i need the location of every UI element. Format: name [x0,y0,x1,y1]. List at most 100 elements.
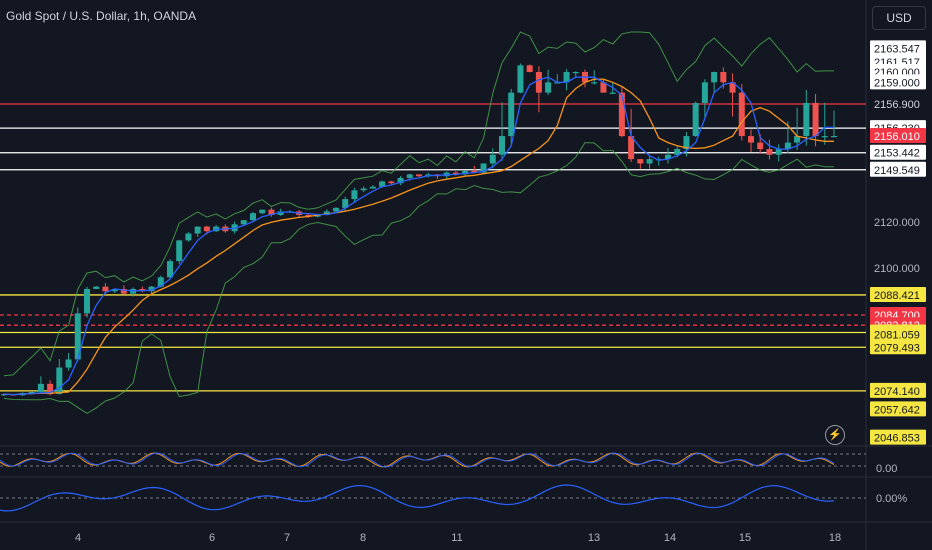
stoch-slow-line [0,452,835,468]
bollinger-lower-band [3,142,834,414]
price-axis-label: 2149.549 [870,161,926,177]
candle-body [508,92,515,137]
price-label-text: 2149.549 [874,165,920,177]
candle-body [194,226,201,234]
candle-body [277,211,284,215]
candle-body [572,72,579,74]
x-tick-label: 14 [664,532,676,544]
bollinger-upper-band [3,31,834,377]
price-axis-label: 2159.000 [870,74,926,90]
candle-body [203,226,210,232]
candle-body [821,136,828,138]
candle-body [314,214,321,217]
price-axis-label: 2156.900 [870,96,926,111]
candle-body [369,186,376,189]
price-axis-label: 2163.547 [870,40,926,56]
price-label-box [870,401,926,417]
candle-body [646,159,653,164]
price-axis-label: 2081.059 [870,326,926,342]
candle-body [268,209,275,215]
candle-body [93,286,100,289]
candle-body [784,142,791,150]
candle-body [812,102,819,137]
candle-body [360,188,367,191]
osc-line [0,484,835,512]
price-axis-label: 2156.010 [870,128,926,143]
price-label-text: 2057.642 [874,404,920,416]
candle-body [452,172,459,175]
price-label-text: 2156.900 [874,99,920,111]
candle-body [240,220,247,225]
candle-body [766,149,773,155]
price-label-box [870,326,926,342]
moving-average-slow-line [3,78,834,396]
price-label-text: 2156.010 [874,131,920,143]
candle-body [748,136,754,143]
candle-body [74,313,81,360]
y-tick-label: 2120.000 [874,217,920,229]
y-tick-label: 2100.000 [874,263,920,275]
lightning-icon[interactable]: ⚡ [825,425,845,445]
candle-body [591,82,598,84]
candle-body [480,163,487,173]
candle-body [305,214,312,217]
stoch-tick-label: 0.00 [876,463,897,475]
candle-body [84,288,90,314]
candle-body [701,82,708,103]
symbol-title: Gold Spot / U.S. Dollar, 1h, OANDA [6,9,197,23]
candle-body [563,72,570,83]
candle-body [28,392,35,394]
x-tick-label: 8 [360,532,366,544]
candle-body [167,261,173,278]
candle-body [775,149,782,155]
candle-body [416,174,422,177]
price-label-box [870,74,926,90]
price-label-box [870,382,926,398]
candle-body [323,211,330,215]
candles [1,63,837,397]
candle-body [259,209,266,214]
stoch-fast-line [0,452,835,468]
candle-body [738,92,745,137]
candle-body [47,383,54,395]
candle-body [683,136,690,150]
candle-body [102,286,109,292]
candle-body [526,65,533,72]
x-tick-label: 6 [209,532,215,544]
candle-body [720,72,727,83]
currency-button[interactable]: USD [872,6,926,30]
price-axis-label: 2074.140 [870,382,926,398]
price-label-box [870,339,926,355]
candle-body [176,240,183,262]
price-label-box [870,161,926,177]
candle-body [803,102,810,137]
x-tick-label: 13 [588,532,600,544]
candle-body [111,288,118,292]
candle-body [333,207,339,212]
candle-body [692,102,699,137]
candle-body [535,72,542,93]
candle-body [757,142,764,150]
candle-body [56,367,63,395]
price-axis-label: 2153.442 [870,144,926,160]
moving-average-fast-line [3,76,835,396]
x-tick-label: 15 [739,532,751,544]
price-label-box [870,128,926,143]
candle-body [674,149,681,155]
candle-body [157,277,164,287]
candle-body [65,359,72,368]
price-axis-label: 2088.421 [870,286,926,302]
candle-body [618,92,625,137]
candle-body [517,65,524,93]
x-tick-label: 7 [284,532,290,544]
candle-body [628,136,635,160]
candle-body [388,181,395,184]
price-label-text: 2046.853 [874,433,920,445]
price-label-text: 2153.442 [874,148,920,160]
x-tick-label: 4 [75,532,81,544]
price-label-box [870,144,926,160]
candle-body [609,92,616,94]
price-label-text: 2079.493 [874,342,920,354]
candle-body [250,213,256,221]
